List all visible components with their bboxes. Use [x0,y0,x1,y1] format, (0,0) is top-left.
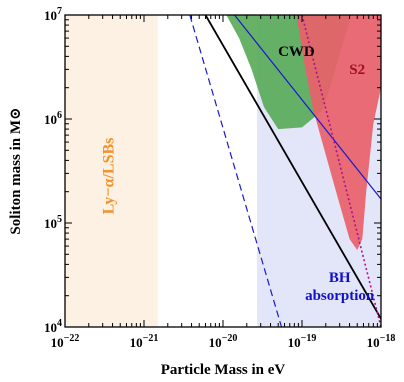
region-label-cwd: CWD [278,44,315,60]
region-ly-lsbs [65,15,158,327]
x-tick-label: 10−19 [288,333,317,350]
x-axis-label: Particle Mass in eV [161,362,286,378]
x-tick-label: 10−18 [367,333,396,350]
y-tick-label: 104 [44,318,62,335]
region-labels-layer: Ly−α/LSBs BH absorption CWD S2 [100,44,374,304]
x-tick-label: 10−22 [51,333,80,350]
y-tick-label: 106 [44,110,62,127]
region-s2 [296,15,381,250]
y-tick-label: 105 [44,214,62,231]
series-line-3 [189,15,283,327]
regions-layer [65,15,381,327]
y-tick-label: 107 [44,6,62,23]
series-line-1 [204,15,381,320]
x-tick-label: 10−21 [130,333,159,350]
region-label-ly-lsbs: Ly−α/LSBs [100,138,117,215]
series-line-2 [234,15,381,200]
ticks-layer: 10−22 10−21 10−20 10−19 10−18 104 105 106 107 [44,6,395,350]
y-axis-label: Soliton mass in M⊙ [8,107,24,234]
lines-layer [189,15,381,327]
region-label-s2: S2 [349,62,365,78]
x-tick-label: 10−20 [209,333,238,350]
region-label-bh-absorption: BH absorption [305,270,375,304]
